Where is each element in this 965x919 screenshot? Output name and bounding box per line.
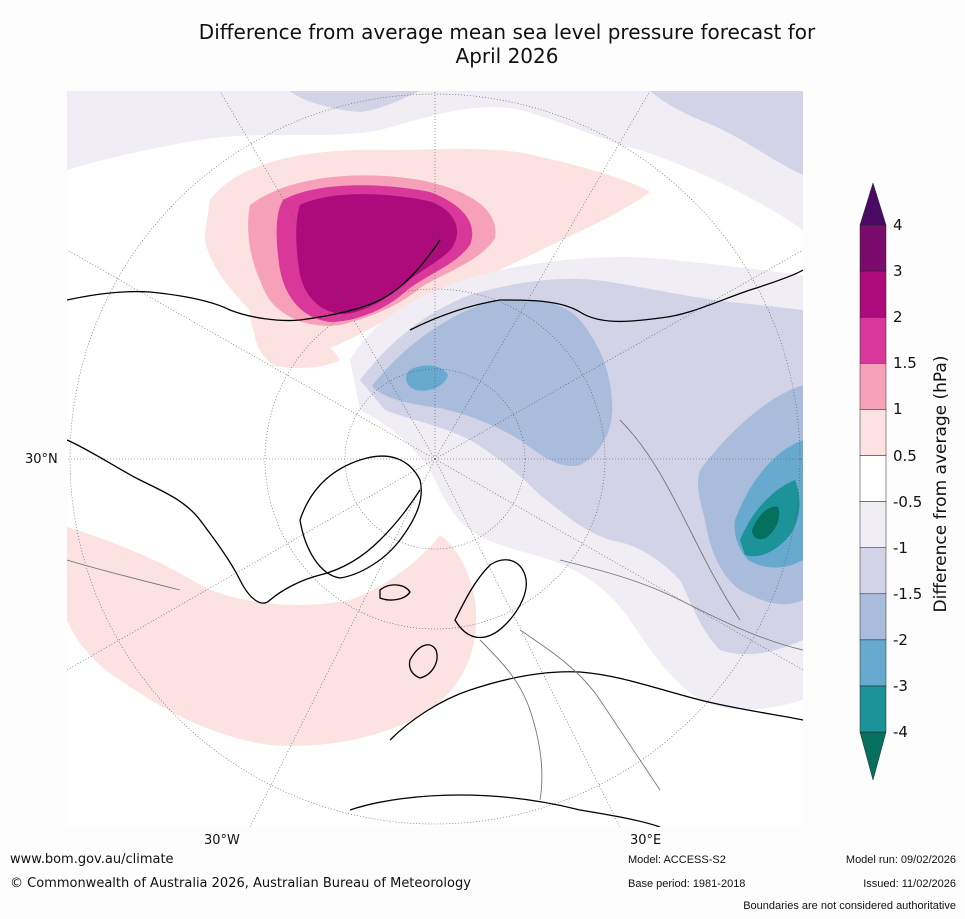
colorbar-band-cm05tom1 <box>859 501 887 548</box>
footer-base-period: Base period: 1981-2018 <box>628 878 746 890</box>
coast-iceland <box>379 584 411 601</box>
lon-label-30w: 30°W <box>204 833 240 848</box>
lon-label-30e: 30°E <box>630 833 662 848</box>
lat-circle-60 <box>264 288 606 630</box>
coast-scandinavia <box>454 559 527 638</box>
footer-issued: Issued: 11/02/2026 <box>863 878 956 890</box>
border-russia <box>559 559 803 651</box>
colorbar-tick-label: 1 <box>893 400 903 419</box>
colorbar-band-c2to3 <box>859 270 887 318</box>
anomaly-top-blue-2 <box>290 91 420 112</box>
coast-north-africa <box>349 794 661 827</box>
chart-title: Difference from average mean sea level p… <box>0 20 965 68</box>
border-canada-us <box>67 559 181 591</box>
colorbar-extend-under <box>859 731 887 781</box>
anomaly-top-lavender <box>67 91 803 230</box>
colorbar-band-cm15tom2 <box>859 593 887 641</box>
border-asia <box>619 419 741 621</box>
colorbar-tick-label: 1.5 <box>893 354 917 373</box>
colorbar-band-c15to2 <box>859 316 887 364</box>
colorbar <box>859 182 887 781</box>
colorbar-tick-label: 4 <box>893 216 903 234</box>
footer-copyright: © Commonwealth of Australia 2026, Austra… <box>10 876 471 891</box>
coast-canada <box>67 439 421 604</box>
colorbar-tick-label: -1.5 <box>893 584 923 603</box>
colorbar-band-c05to1 <box>859 409 887 456</box>
coast-siberia <box>409 269 803 331</box>
anomaly-top-blue <box>650 91 803 175</box>
anomaly-mid-pink <box>253 310 340 368</box>
colorbar-band-c3to4 <box>859 224 887 272</box>
coast-alaska <box>67 239 441 322</box>
title-line-2: April 2026 <box>455 44 559 68</box>
anomaly-eastasia-4 <box>752 506 780 540</box>
coast-uk <box>408 644 438 679</box>
colorbar-title: Difference from average (hPa) <box>931 355 951 613</box>
colorbar-band-cm3tom4 <box>859 685 887 733</box>
anomaly-siberia-15 <box>372 299 613 466</box>
coast-greenland <box>299 455 422 579</box>
colorbar-extend-over <box>859 182 887 226</box>
country-borders <box>67 419 803 801</box>
colorbar-tick-label: 0.5 <box>893 446 917 465</box>
anomaly-atlantic-05 <box>67 527 477 746</box>
colorbar-tick-label: -4 <box>893 723 908 742</box>
colorbar-band-neutral <box>859 455 887 502</box>
footer-website[interactable]: www.bom.gov.au/climate <box>10 852 174 867</box>
meridian-150w <box>219 91 436 460</box>
colorbar-tick-label: -1 <box>893 538 908 557</box>
anomaly-pacific-2 <box>296 194 458 314</box>
colorbar-tick-label: -0.5 <box>893 492 923 511</box>
colorbar-tick-label: 2 <box>893 308 903 327</box>
colorbar-band-cm2tom3 <box>859 639 887 687</box>
colorbar-tick-label: -2 <box>893 630 908 649</box>
colorbar-tick-label: -3 <box>893 677 908 695</box>
graticule <box>67 91 803 827</box>
footer-disclaimer: Boundaries are not considered authoritat… <box>743 900 956 912</box>
meridian-150e <box>434 91 651 460</box>
lat-circle-30 <box>69 93 801 825</box>
coastlines <box>67 239 803 827</box>
map-panel <box>67 91 803 827</box>
anomaly-siberia-2 <box>405 365 448 391</box>
border-europe-2 <box>519 629 661 791</box>
border-europe-1 <box>479 639 543 801</box>
colorbar-band-cm1tom15 <box>859 547 887 595</box>
footer-model-run: Model run: 09/02/2026 <box>845 854 956 866</box>
coast-europe <box>389 671 803 741</box>
lat-label-30n: 30°N <box>25 452 58 467</box>
colorbar-tick-label: 3 <box>893 262 903 281</box>
title-line-1: Difference from average mean sea level p… <box>198 20 816 44</box>
footer-model: Model: ACCESS-S2 <box>628 854 726 866</box>
colorbar-band-c1to15 <box>859 363 887 410</box>
